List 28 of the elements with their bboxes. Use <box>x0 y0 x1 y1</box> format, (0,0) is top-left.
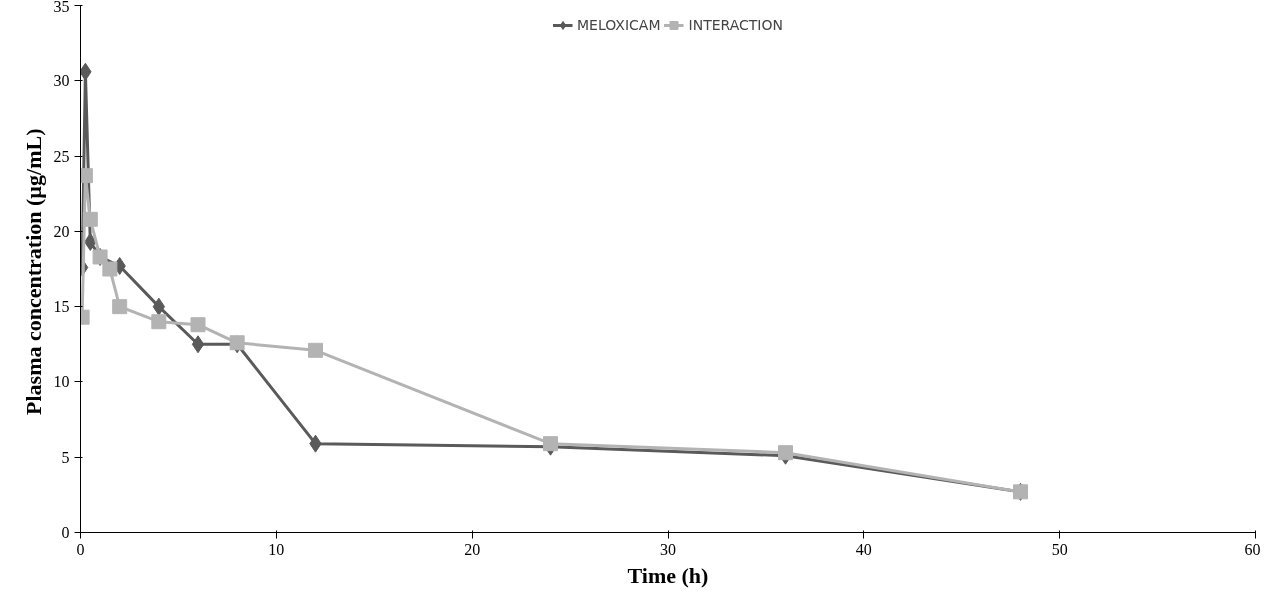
x-tick-label: 30 <box>660 540 676 558</box>
point <box>151 314 167 330</box>
x-axis-title: Time (h) <box>627 562 709 588</box>
y-tick-label: 30 <box>53 72 70 90</box>
point <box>191 335 205 354</box>
y-tick-label: 35 <box>53 0 70 15</box>
point <box>308 342 323 358</box>
x-tick-label: 40 <box>855 540 872 558</box>
point <box>778 445 793 461</box>
y-tick-label: 15 <box>53 298 70 316</box>
point <box>543 436 558 452</box>
point <box>82 211 98 227</box>
x-tick-label: 60 <box>1244 540 1261 558</box>
legend-label: INTERACTION <box>688 17 783 33</box>
point <box>112 299 128 315</box>
y-tick-label: 0 <box>61 524 70 541</box>
y-tick-label: 25 <box>53 147 70 165</box>
legend-label: MELOXICAM <box>577 17 661 33</box>
point <box>190 317 206 333</box>
y-tick-label: 5 <box>61 448 70 466</box>
y-tick-label: 10 <box>53 373 70 391</box>
y-axis-title: Plasma concentration (µg/mL) <box>20 128 46 415</box>
x-tick-label: 20 <box>464 540 481 558</box>
point <box>102 261 118 277</box>
x-tick-label: 10 <box>268 540 285 558</box>
x-tick-label: 0 <box>76 540 85 558</box>
y-tick-label: 20 <box>53 222 70 240</box>
x-tick-label: 50 <box>1051 540 1068 558</box>
